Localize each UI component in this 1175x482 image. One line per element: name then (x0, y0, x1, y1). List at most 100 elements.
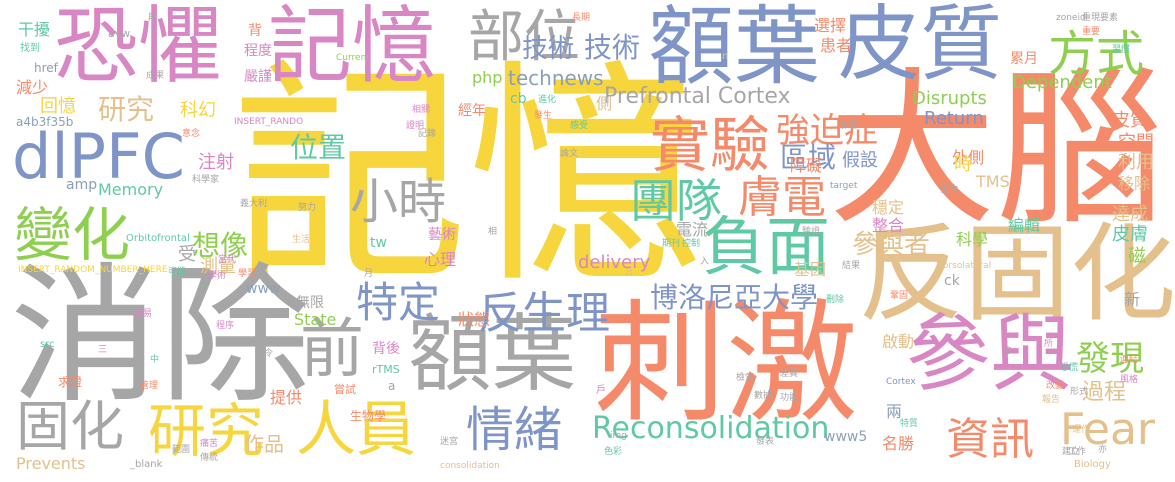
word-prefrontal-cortex: Prefrontal Cortex (604, 84, 791, 109)
word-prevents: Prevents (16, 454, 86, 473)
word-habit: 習慣 (1112, 45, 1131, 55)
word-memory-en: Memory (98, 180, 164, 199)
word-research-tan: 研究 (98, 93, 155, 126)
word-element: 要素 (1100, 13, 1119, 23)
word-remove: 移除 (1118, 174, 1151, 193)
word-use: 利用 (1118, 152, 1154, 173)
word-report: 報告 (1042, 395, 1061, 405)
word-ocd: 強迫症 (776, 111, 878, 151)
word-current: 電流 (676, 220, 709, 239)
word-disorder: 障礙 (790, 156, 823, 175)
word-alter: 改變 (1046, 381, 1065, 391)
word-tradition: 傳統 (200, 453, 219, 463)
word-location: 部位 (468, 5, 580, 70)
word-receive: 受 (178, 244, 196, 265)
word-current-en: Current (336, 53, 370, 63)
word-rtms: rTMS (372, 363, 400, 376)
word-position: 位置 (290, 131, 347, 164)
word-contemporary: 當代 (218, 255, 237, 265)
word-try: 嘗試 (334, 383, 356, 396)
word-measure: 測量 (200, 256, 236, 277)
word-behind: 背後 (372, 341, 400, 357)
word-ck: ck (944, 273, 960, 289)
word-skin: 皮膚 (1112, 224, 1148, 245)
word-technique-large: 技術 (584, 31, 641, 64)
word-time: 時 (954, 154, 972, 175)
word-rigorous: 嚴謹 (244, 69, 272, 85)
word-feel: 感受 (570, 121, 589, 131)
word-edit: 編輯 (1008, 216, 1041, 235)
word-fear: 恐懼 (54, 0, 223, 95)
word-biology-en: Biology (1074, 459, 1111, 470)
word-insert-random: INSERT_RANDOM_NUMBER_HERE (18, 265, 168, 275)
word-participants: 參與者 (852, 230, 931, 260)
word-information: 資訊 (946, 414, 1034, 465)
word-results: 成果 (146, 71, 165, 81)
word-delivery: delivery (578, 252, 651, 273)
word-important: 重要 (1082, 27, 1101, 37)
word-cb: cb (510, 91, 527, 107)
word-tw: tw (370, 235, 387, 251)
word-integrate: 整合 (872, 216, 905, 235)
word-n: n (722, 51, 729, 62)
word-effort: 努力 (298, 203, 317, 213)
word-link: 連結 (1120, 355, 1139, 365)
word-art: 藝術 (428, 227, 456, 243)
word-back: 背 (248, 23, 262, 39)
word-related: 相關 (412, 105, 431, 115)
word-brain: 大腦 (828, 52, 1164, 248)
word-difference: 差異 (780, 369, 799, 379)
word-life: 生活 (292, 235, 311, 245)
word-lateral: 外側 (952, 148, 985, 167)
word-hu: 戶 (596, 385, 606, 396)
word-duan: 段 (148, 13, 158, 23)
word-eliminate: 消除 (10, 250, 311, 424)
word-reappear: 重現 (1082, 13, 1101, 23)
word-many: 多 (1004, 347, 1014, 357)
word-emotion: 情緒 (466, 402, 563, 458)
word-consolidation: 固化 (16, 395, 124, 458)
word-cortex-blue: 皮質 (838, 0, 1003, 92)
word-injection: 注射 (198, 152, 234, 173)
word-memory-pink: 記憶 (268, 0, 437, 95)
word-three: 三 (98, 345, 108, 355)
word-state: State (294, 310, 337, 329)
word-months: 累月 (1010, 51, 1038, 67)
word-occur: 發生 (534, 111, 553, 121)
word-scope: 範圍 (172, 445, 191, 455)
word-magnetic: 磁 (1128, 246, 1146, 267)
word-manage: 管理 (140, 381, 159, 391)
word-consolidate-zh: 鞏固 (890, 291, 909, 301)
word-negative: 負面 (702, 211, 830, 285)
word-influence: 影響 (840, 121, 859, 131)
word-maze: 迷宮 (440, 437, 459, 447)
word-stimulation: 刺激 (594, 287, 858, 441)
word-cortex-small: 皮質 (1112, 110, 1148, 131)
word-blank: _blank (130, 459, 163, 470)
word-method: 方式 (1048, 26, 1145, 82)
word-patient: 患者 (820, 36, 853, 55)
word-suo: 所 (1044, 339, 1054, 349)
word-two: 兩 (886, 402, 903, 421)
word-ling: 令 (264, 349, 274, 359)
word-evolution: 進化 (538, 95, 557, 105)
word-frontal-lobe-blue: 額葉 (648, 0, 820, 97)
word-academic: 學術 (208, 271, 227, 281)
word-tms: TMS (976, 172, 1010, 191)
word-learning: 學習 (238, 269, 257, 279)
word-xiang: 相 (488, 227, 498, 237)
word-team: 團隊 (630, 174, 722, 228)
word-technews: technews (508, 66, 604, 90)
word-retrieval: 檢索 (736, 373, 755, 383)
word-infinite: 無限 (296, 295, 324, 311)
word-memory-large: 記憶 (232, 40, 705, 315)
word-hypothesis: 假設 (842, 150, 878, 171)
word-univ-bologna: 博洛尼亞大學 (650, 281, 819, 314)
word-reconsolidation: Reconsolidation (592, 411, 830, 446)
word-front: 前 (300, 313, 364, 387)
word-target: target (830, 181, 858, 191)
word-discovery: 發現 (1076, 339, 1144, 379)
word-dependent: Dependent (1012, 72, 1112, 93)
word-years: 經年 (458, 103, 486, 119)
word-panic: 恐慌 (1060, 363, 1079, 373)
